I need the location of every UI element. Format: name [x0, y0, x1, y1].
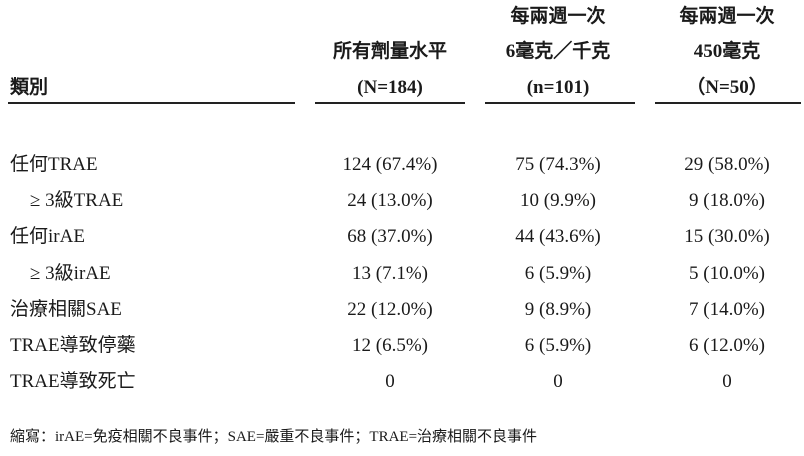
row-label: 任何irAE — [10, 226, 85, 248]
cell-value: 9 (8.9%) — [524, 298, 592, 320]
header-6mg: 每兩週一次 — [510, 6, 606, 27]
row-label: ≥ 3級irAE — [30, 262, 111, 284]
cell-value: 7 (14.0%) — [689, 298, 765, 320]
header-category: 類別 — [10, 77, 49, 98]
cell-value: 15 (30.0%) — [684, 226, 770, 248]
header-450mg: 每兩週一次 — [679, 6, 775, 27]
cell-value: 6 (12.0%) — [689, 335, 765, 356]
header-450mg: 450毫克 — [693, 41, 761, 62]
header-450mg: （N=50） — [686, 77, 768, 98]
header-rule — [315, 102, 465, 104]
header-rule — [655, 102, 801, 104]
cell-value: 75 (74.3%) — [515, 154, 601, 175]
cell-value: 68 (37.0%) — [347, 226, 433, 248]
cell-value: 5 (10.0%) — [689, 262, 765, 284]
cell-value: 12 (6.5%) — [352, 335, 428, 356]
cell-value: 29 (58.0%) — [684, 154, 770, 175]
cell-value: 13 (7.1%) — [352, 262, 428, 284]
cell-value: 6 (5.9%) — [524, 262, 592, 284]
header-rule — [8, 102, 295, 104]
cell-value: 22 (12.0%) — [347, 298, 433, 320]
row-label: ≥ 3級TRAE — [30, 190, 124, 212]
row-label: 治療相關SAE — [10, 298, 122, 320]
header-6mg: (n=101) — [526, 77, 590, 98]
cell-value: 44 (43.6%) — [515, 226, 601, 248]
footnote: 縮寫：irAE=免疫相關不良事件；SAE=嚴重不良事件；TRAE=治療相關不良事… — [10, 429, 538, 445]
cell-value: 6 (5.9%) — [524, 335, 592, 356]
cell-value: 10 (9.9%) — [520, 190, 596, 212]
header-rule — [485, 102, 635, 104]
cell-value: 0 — [722, 371, 732, 393]
cell-value: 0 — [553, 371, 563, 393]
header-all: (N=184) — [357, 77, 423, 98]
cell-value: 9 (18.0%) — [689, 190, 765, 212]
header-all: 所有劑量水平 — [332, 41, 448, 62]
header-6mg: 6毫克／千克 — [505, 41, 611, 62]
row-label: 任何TRAE — [10, 154, 98, 175]
cell-value: 124 (67.4%) — [342, 154, 438, 175]
row-label: TRAE導致停藥 — [10, 335, 136, 356]
row-label: TRAE導致死亡 — [10, 371, 136, 393]
cell-value: 24 (13.0%) — [347, 190, 433, 212]
cell-value: 0 — [385, 371, 395, 393]
